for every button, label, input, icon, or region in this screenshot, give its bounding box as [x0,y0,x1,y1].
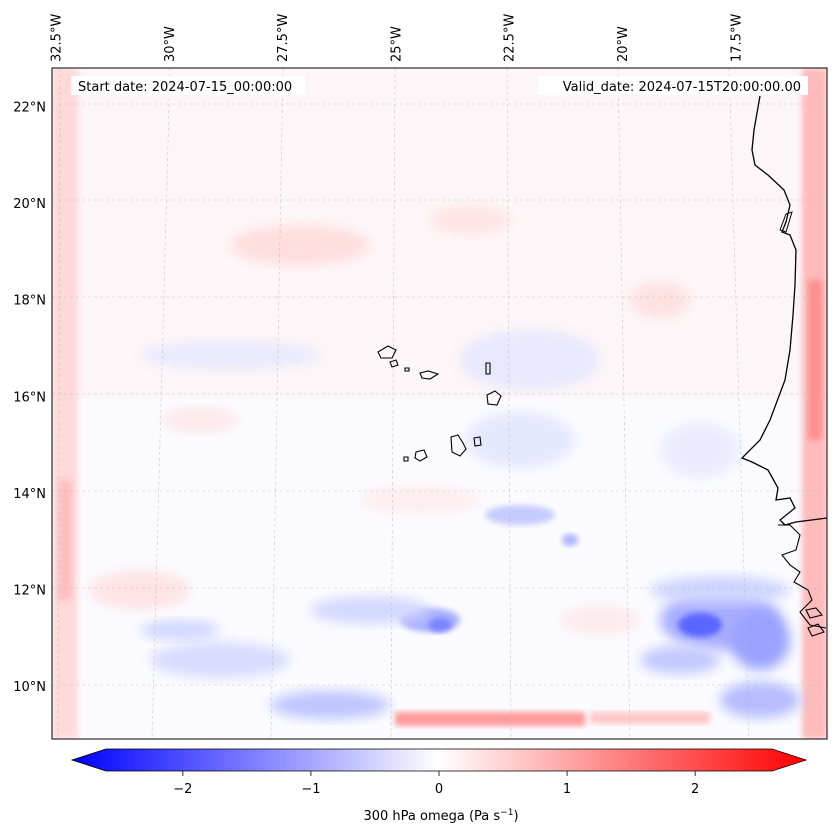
lat-label: 20°N [13,197,46,212]
lon-label: 17.5°W [729,14,744,62]
lon-label: 27.5°W [276,14,291,62]
lat-label: 14°N [13,487,46,502]
valid-date-box [538,76,808,95]
lat-label: 16°N [13,390,46,405]
lat-label: 18°N [13,294,46,309]
colorbar-ticks: −2 −1 0 1 2 [173,771,699,797]
colorbar-tick-label: −2 [173,782,192,797]
colorbar: −2 −1 0 1 2 300 hPa omega (Pa s−1) [70,748,808,824]
lon-label: 32.5°W [50,14,65,62]
lon-label: 30°W [163,26,178,62]
lon-label: 25°W [389,26,404,62]
coastline-guinea [778,524,827,637]
coast-detail [779,211,793,233]
lat-label: 10°N [13,680,46,695]
lat-label: 22°N [13,101,46,116]
start-date-box [71,76,305,95]
start-date-label: Start date: 2024-07-15_00:00:00 [78,80,292,95]
lon-label: 20°W [616,26,631,62]
colorbar-tick-label: 0 [435,782,443,797]
valid-date-label: Valid_date: 2024-07-15T20:00:00.00 [563,80,801,95]
latitude-labels: 22°N 20°N 18°N 16°N 14°N 12°N 10°N [13,101,46,695]
lon-label: 22.5°W [503,14,518,62]
graticule [52,68,827,739]
colorbar-label: 300 hPa omega (Pa s−1) [363,808,518,824]
map-panel: Start date: 2024-07-15_00:00:00 Valid_da… [51,67,828,740]
map-frame [51,67,828,740]
colorbar-gradient [70,748,808,772]
coastline-africa [740,95,828,526]
colorbar-tick-label: 2 [691,782,699,797]
cape-verde-islands [377,345,502,462]
colorbar-tick-label: 1 [563,782,571,797]
longitude-labels: 32.5°W 30°W 27.5°W 25°W 22.5°W 20°W 17.5°W [50,14,745,62]
lat-label: 12°N [13,583,46,598]
colorbar-tick-label: −1 [301,782,320,797]
